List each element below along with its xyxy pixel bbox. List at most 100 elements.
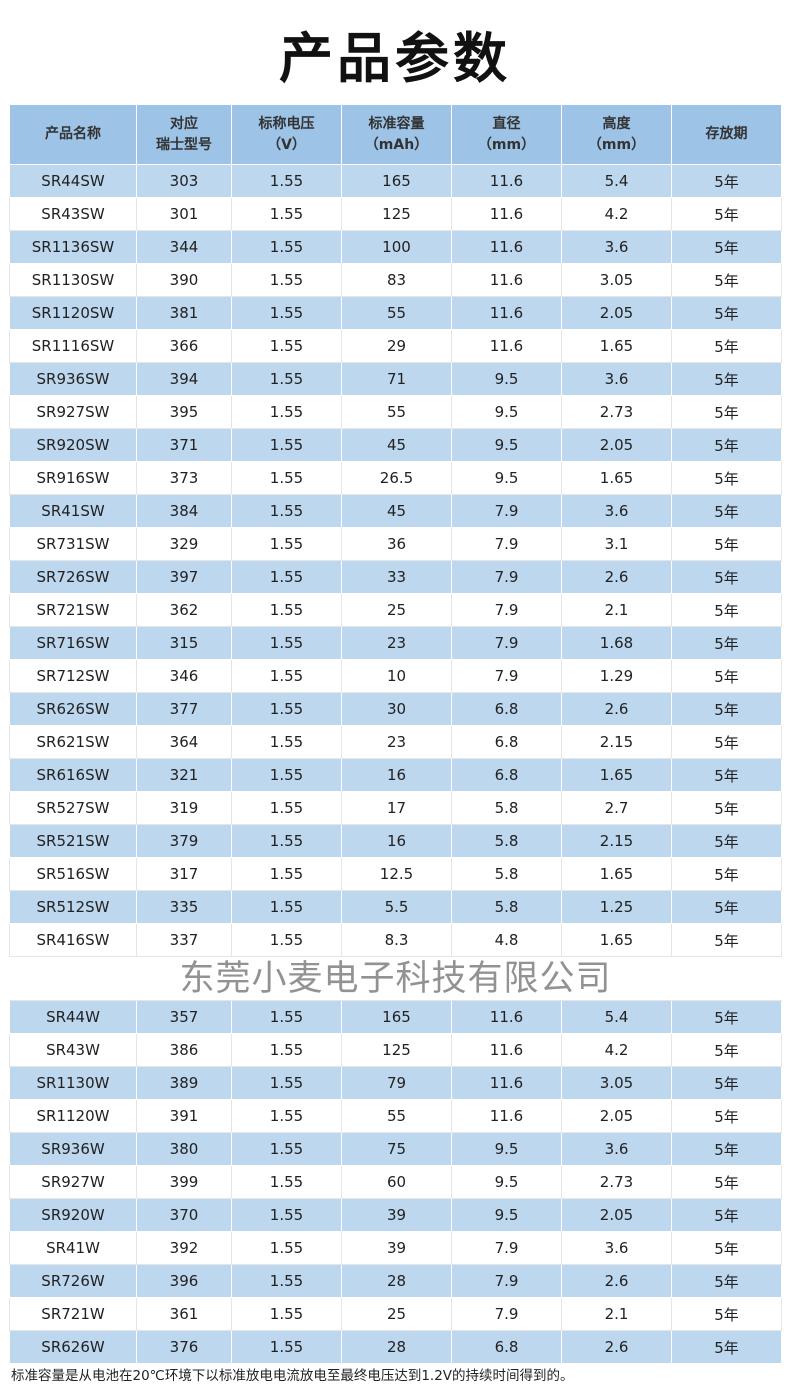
cell-product-name: SR731SW (9, 527, 137, 561)
product-parameter-table: 产品名称 对应 瑞士型号 标称电压 （V） 标准容量 （mAh） 直径 （mm） 高度 （… (9, 104, 782, 1364)
table-header-row: 产品名称 对应 瑞士型号 标称电压 （V） 标准容量 （mAh） 直径 （mm） 高度 （… (9, 104, 782, 165)
cell-nominal-voltage: 1.55 (231, 1264, 342, 1298)
cell-product-name: SR936W (9, 1132, 137, 1166)
cell-shelf-life: 5年 (671, 791, 782, 825)
cell-height: 5.4 (561, 1000, 672, 1034)
cell-swiss-model: 364 (136, 725, 232, 759)
cell-swiss-model: 303 (136, 164, 232, 198)
cell-swiss-model: 399 (136, 1165, 232, 1199)
cell-nominal-voltage: 1.55 (231, 296, 342, 330)
cell-height: 3.6 (561, 1231, 672, 1265)
cell-swiss-model: 344 (136, 230, 232, 264)
cell-nominal-voltage: 1.55 (231, 560, 342, 594)
cell-capacity: 55 (341, 296, 452, 330)
cell-product-name: SR920SW (9, 428, 137, 462)
cell-nominal-voltage: 1.55 (231, 923, 342, 957)
cell-nominal-voltage: 1.55 (231, 230, 342, 264)
table-row: SR721SW 362 1.55 25 7.9 2.1 5年 (9, 593, 782, 627)
cell-product-name: SR41SW (9, 494, 137, 528)
cell-shelf-life: 5年 (671, 428, 782, 462)
table-row: SR726SW 397 1.55 33 7.9 2.6 5年 (9, 560, 782, 594)
cell-diameter: 7.9 (451, 527, 562, 561)
cell-shelf-life: 5年 (671, 1066, 782, 1100)
cell-capacity: 8.3 (341, 923, 452, 957)
cell-capacity: 25 (341, 1297, 452, 1331)
cell-product-name: SR1120W (9, 1099, 137, 1133)
cell-nominal-voltage: 1.55 (231, 890, 342, 924)
cell-nominal-voltage: 1.55 (231, 329, 342, 363)
cell-swiss-model: 386 (136, 1033, 232, 1067)
cell-swiss-model: 321 (136, 758, 232, 792)
group-separator: 东莞小麦电子科技有限公司 (9, 956, 782, 1001)
cell-height: 4.2 (561, 197, 672, 231)
cell-height: 2.6 (561, 692, 672, 726)
cell-swiss-model: 373 (136, 461, 232, 495)
cell-product-name: SR626SW (9, 692, 137, 726)
cell-swiss-model: 394 (136, 362, 232, 396)
cell-height: 4.2 (561, 1033, 672, 1067)
header-nominal-voltage: 标称电压 （V） (231, 104, 342, 165)
cell-diameter: 5.8 (451, 857, 562, 891)
table-row: SR626SW 377 1.55 30 6.8 2.6 5年 (9, 692, 782, 726)
table-row: SR626W 376 1.55 28 6.8 2.6 5年 (9, 1330, 782, 1364)
cell-shelf-life: 5年 (671, 461, 782, 495)
cell-nominal-voltage: 1.55 (231, 824, 342, 858)
cell-product-name: SR721W (9, 1297, 137, 1331)
table-row: SR726W 396 1.55 28 7.9 2.6 5年 (9, 1264, 782, 1298)
cell-swiss-model: 371 (136, 428, 232, 462)
page-title: 产品参数 (279, 27, 511, 90)
cell-height: 2.6 (561, 560, 672, 594)
table-row: SR936W 380 1.55 75 9.5 3.6 5年 (9, 1132, 782, 1166)
cell-shelf-life: 5年 (671, 1297, 782, 1331)
cell-height: 1.65 (561, 923, 672, 957)
cell-diameter: 7.9 (451, 1297, 562, 1331)
cell-nominal-voltage: 1.55 (231, 164, 342, 198)
cell-height: 2.05 (561, 296, 672, 330)
cell-product-name: SR512SW (9, 890, 137, 924)
cell-shelf-life: 5年 (671, 626, 782, 660)
cell-nominal-voltage: 1.55 (231, 1297, 342, 1331)
cell-product-name: SR1130SW (9, 263, 137, 297)
cell-diameter: 6.8 (451, 725, 562, 759)
table-row: SR916SW 373 1.55 26.5 9.5 1.65 5年 (9, 461, 782, 495)
cell-nominal-voltage: 1.55 (231, 1033, 342, 1067)
cell-diameter: 5.8 (451, 791, 562, 825)
table-row: SR1120W 391 1.55 55 11.6 2.05 5年 (9, 1099, 782, 1133)
table-row: SR1116SW 366 1.55 29 11.6 1.65 5年 (9, 329, 782, 363)
cell-nominal-voltage: 1.55 (231, 1099, 342, 1133)
cell-product-name: SR1130W (9, 1066, 137, 1100)
cell-capacity: 55 (341, 1099, 452, 1133)
cell-nominal-voltage: 1.55 (231, 758, 342, 792)
cell-shelf-life: 5年 (671, 1198, 782, 1232)
table-row: SR41W 392 1.55 39 7.9 3.6 5年 (9, 1231, 782, 1265)
table-row: SR527SW 319 1.55 17 5.8 2.7 5年 (9, 791, 782, 825)
cell-height: 1.65 (561, 329, 672, 363)
table-row: SR1130SW 390 1.55 83 11.6 3.05 5年 (9, 263, 782, 297)
cell-shelf-life: 5年 (671, 725, 782, 759)
cell-nominal-voltage: 1.55 (231, 593, 342, 627)
cell-diameter: 9.5 (451, 1198, 562, 1232)
cell-swiss-model: 390 (136, 263, 232, 297)
cell-diameter: 9.5 (451, 1132, 562, 1166)
cell-shelf-life: 5年 (671, 593, 782, 627)
cell-height: 2.1 (561, 1297, 672, 1331)
cell-product-name: SR920W (9, 1198, 137, 1232)
cell-diameter: 11.6 (451, 263, 562, 297)
cell-capacity: 16 (341, 758, 452, 792)
cell-swiss-model: 396 (136, 1264, 232, 1298)
cell-capacity: 23 (341, 725, 452, 759)
cell-nominal-voltage: 1.55 (231, 395, 342, 429)
cell-shelf-life: 5年 (671, 659, 782, 693)
cell-diameter: 11.6 (451, 329, 562, 363)
cell-swiss-model: 335 (136, 890, 232, 924)
table-row: SR1130W 389 1.55 79 11.6 3.05 5年 (9, 1066, 782, 1100)
cell-capacity: 26.5 (341, 461, 452, 495)
cell-product-name: SR927SW (9, 395, 137, 429)
cell-swiss-model: 391 (136, 1099, 232, 1133)
watermark: 东莞小麦电子科技有限公司 (179, 958, 612, 999)
cell-diameter: 11.6 (451, 197, 562, 231)
header-product-name: 产品名称 (9, 104, 137, 165)
cell-swiss-model: 317 (136, 857, 232, 891)
header-diameter: 直径 （mm） (451, 104, 562, 165)
cell-height: 2.1 (561, 593, 672, 627)
